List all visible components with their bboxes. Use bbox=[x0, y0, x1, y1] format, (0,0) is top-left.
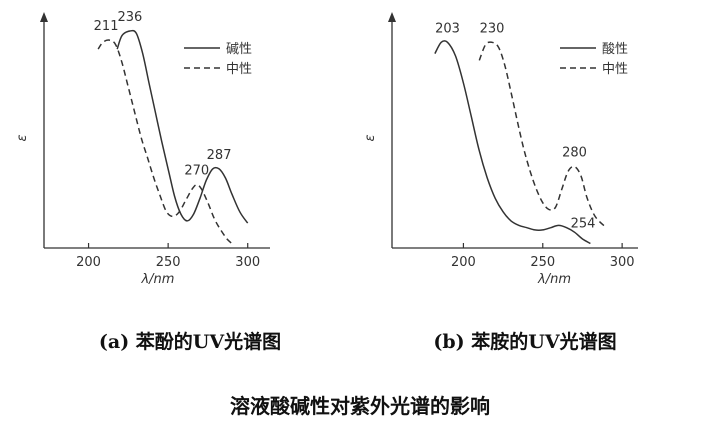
peak-label: 203 bbox=[435, 21, 460, 36]
x-tick-label: 200 bbox=[76, 255, 101, 270]
peak-label: 211 bbox=[94, 19, 119, 34]
series-line-dashed bbox=[478, 41, 607, 229]
legend-label: 酸性 bbox=[602, 42, 628, 57]
peak-label: 236 bbox=[118, 10, 143, 25]
legend-label: 碱性 bbox=[226, 42, 252, 57]
y-axis-label: ε bbox=[15, 134, 30, 141]
series-line-solid bbox=[434, 40, 591, 245]
x-tick-label: 250 bbox=[530, 255, 555, 270]
legend-label: 中性 bbox=[602, 62, 628, 77]
legend-label: 中性 bbox=[226, 62, 252, 77]
x-tick-label: 250 bbox=[156, 255, 181, 270]
y-axis-arrow bbox=[388, 12, 396, 22]
main-title: 溶液酸碱性对紫外光谱的影响 bbox=[230, 394, 490, 418]
x-tick-label: 300 bbox=[235, 255, 260, 270]
series-line-solid bbox=[116, 29, 249, 224]
caption-b: (b) 苯胺的UV光谱图 bbox=[433, 330, 616, 353]
x-tick-label: 200 bbox=[451, 255, 476, 270]
x-axis-label: λ/nm bbox=[537, 272, 571, 287]
peak-label: 270 bbox=[184, 164, 209, 179]
y-axis-arrow bbox=[40, 12, 48, 22]
x-axis-label: λ/nm bbox=[140, 272, 174, 287]
peak-label: 254 bbox=[571, 216, 596, 231]
y-axis-label: ε bbox=[363, 134, 378, 141]
peak-label: 280 bbox=[562, 146, 587, 161]
caption-a: (a) 苯酚的UV光谱图 bbox=[99, 330, 281, 353]
series-line-dashed bbox=[97, 39, 233, 245]
x-tick-label: 300 bbox=[610, 255, 635, 270]
peak-label: 230 bbox=[480, 21, 505, 36]
peak-label: 287 bbox=[207, 148, 232, 163]
